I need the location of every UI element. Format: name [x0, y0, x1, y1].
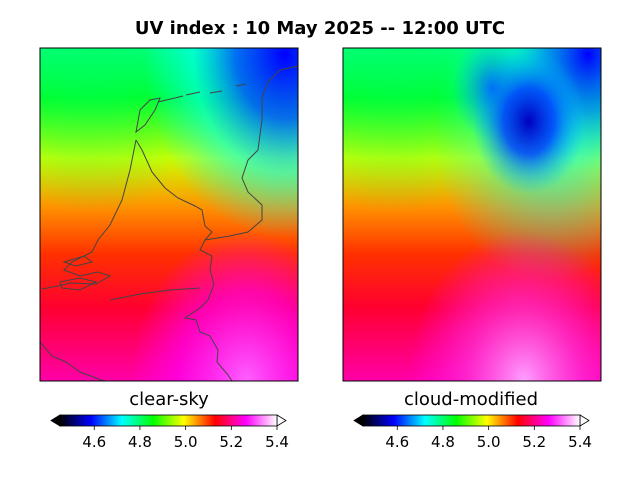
cloud-modified-panel: cloud-modified [343, 48, 601, 410]
colorbar-cloud-modified-tick-label: 4.8 [431, 433, 455, 451]
clear-sky-panel: clear-sky [40, 48, 298, 410]
colorbar-cloud-modified: 4.6 4.8 5.0 5.2 5.4 [354, 415, 592, 451]
colorbar-cloud-modified-tick-label: 5.0 [477, 433, 501, 451]
clear-sky-label: clear-sky [129, 389, 209, 410]
cloud-modified-label: cloud-modified [404, 389, 538, 410]
colorbar-cloud-modified-tick-label: 5.4 [568, 433, 592, 451]
cloud-modified-field [343, 48, 601, 381]
colorbar-clear-sky-tick-label: 4.6 [82, 433, 106, 451]
colorbar-cloud-modified-extend-max [580, 415, 589, 426]
colorbar-clear-sky-extend-max [277, 415, 286, 426]
colorbar-cloud-modified-extend-min [354, 415, 363, 426]
colorbar-clear-sky-tick-label: 5.2 [219, 433, 243, 451]
clear-sky-field [40, 48, 298, 381]
colorbar-cloud-modified-tick-label: 5.2 [522, 433, 546, 451]
colorbar-clear-sky: 4.6 4.8 5.0 5.2 5.4 [51, 415, 289, 451]
colorbar-clear-sky-extend-min [51, 415, 60, 426]
figure-title: UV index : 10 May 2025 -- 12:00 UTC [135, 18, 505, 39]
colorbar-clear-sky-bar [60, 415, 277, 426]
colorbar-clear-sky-tick-label: 4.8 [128, 433, 152, 451]
colorbar-clear-sky-tick-label: 5.0 [174, 433, 198, 451]
colorbar-clear-sky-tick-label: 5.4 [265, 433, 289, 451]
colorbar-cloud-modified-tick-label: 4.6 [385, 433, 409, 451]
uv-figure: UV index : 10 May 2025 -- 12:00 UTC clea… [0, 0, 640, 480]
colorbar-cloud-modified-bar [363, 415, 580, 426]
